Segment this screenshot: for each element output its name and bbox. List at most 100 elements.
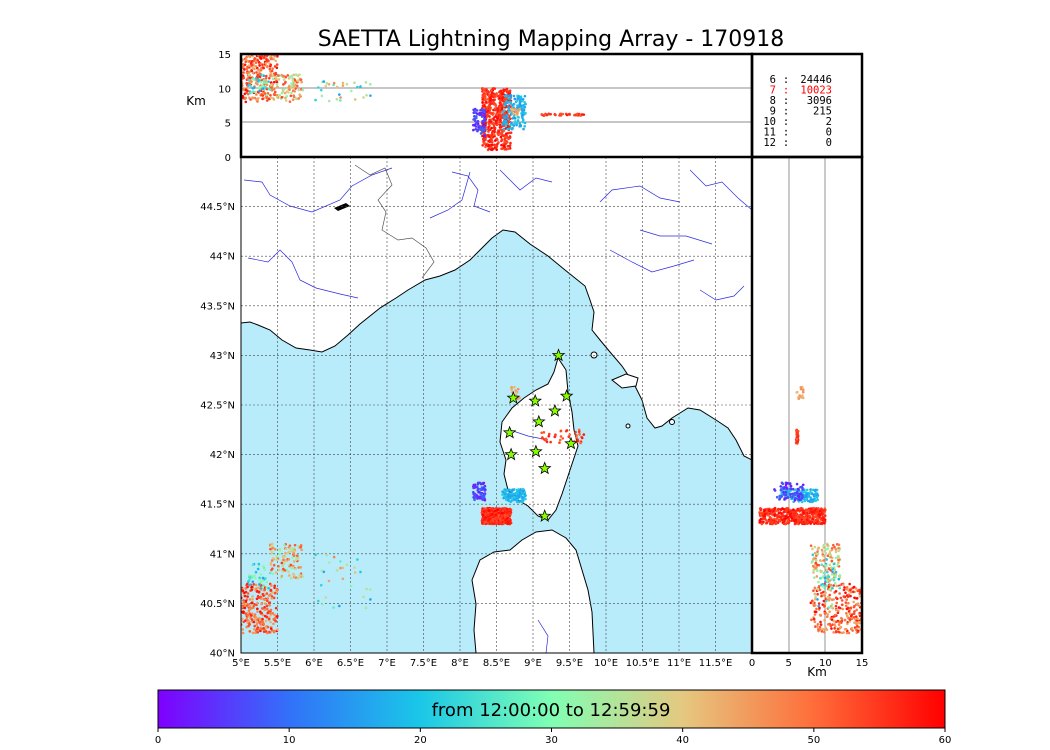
map-y-tick: 42°N bbox=[210, 450, 235, 461]
side-lightning-point bbox=[811, 601, 815, 605]
top-lightning-point bbox=[251, 71, 255, 75]
map-lightning-point bbox=[265, 592, 269, 595]
side-lightning-point bbox=[837, 549, 840, 553]
side-lightning-point bbox=[806, 518, 809, 521]
map-lightning-point bbox=[475, 495, 478, 499]
top-lightning-point bbox=[540, 112, 543, 116]
map-lightning-point bbox=[260, 611, 264, 615]
side-lightning-point bbox=[796, 507, 799, 511]
top-lightning-point bbox=[265, 58, 268, 61]
top-lightning-point bbox=[493, 102, 497, 106]
side-panel-frame bbox=[750, 155, 864, 655]
map-lightning-point bbox=[264, 619, 268, 623]
map-lightning-point bbox=[272, 596, 276, 600]
map-lightning-point bbox=[480, 519, 484, 522]
top-lightning-point bbox=[490, 148, 494, 152]
map-lightning-point bbox=[500, 511, 504, 515]
map-lightning-point bbox=[521, 488, 525, 491]
side-lightning-point bbox=[855, 602, 859, 606]
top-lightning-point bbox=[476, 128, 479, 132]
top-lightning-point bbox=[262, 79, 266, 82]
top-lightning-point bbox=[297, 88, 300, 92]
top-lightning-point bbox=[251, 90, 255, 93]
map-lightning-point bbox=[255, 621, 259, 624]
side-lightning-point bbox=[840, 631, 844, 635]
side-lightning-point bbox=[823, 604, 826, 608]
border-line bbox=[354, 164, 435, 279]
map-lightning-point bbox=[479, 488, 482, 491]
map-lightning-point bbox=[559, 429, 563, 433]
top-lightning-point bbox=[503, 119, 506, 123]
map-lightning-point bbox=[501, 493, 504, 496]
top-lightning-point bbox=[248, 70, 251, 74]
top-lightning-point bbox=[249, 91, 252, 95]
flash-count-value: 2 bbox=[826, 116, 832, 128]
side-lightning-point bbox=[812, 571, 815, 574]
map-lightning-point bbox=[487, 519, 490, 522]
map-lightning-point bbox=[273, 586, 276, 590]
side-lightning-point bbox=[809, 522, 813, 525]
map-x-tick: 9°E bbox=[524, 658, 542, 669]
map-lightning-point bbox=[518, 489, 521, 493]
map-lightning-point bbox=[294, 567, 298, 571]
side-lightning-point bbox=[845, 586, 849, 589]
top-lightning-point bbox=[509, 141, 512, 145]
side-lightning-point bbox=[820, 594, 823, 598]
side-lightning-point bbox=[829, 555, 833, 559]
map-y-tick: 44°N bbox=[210, 252, 235, 263]
top-lightning-point bbox=[495, 145, 499, 148]
side-lightning-point bbox=[806, 499, 810, 503]
map-lightning-point bbox=[487, 509, 491, 512]
map-lightning-point bbox=[582, 433, 586, 436]
top-lightning-point bbox=[515, 123, 518, 127]
top-lightning-point bbox=[487, 130, 490, 133]
side-lightning-point bbox=[825, 548, 829, 551]
top-lightning-point bbox=[256, 98, 259, 102]
top-lightning-point bbox=[491, 121, 495, 125]
map-lightning-point bbox=[332, 606, 335, 609]
map-lightning-point bbox=[332, 555, 336, 559]
side-lightning-point bbox=[823, 594, 827, 597]
top-lightning-point bbox=[491, 129, 495, 133]
side-lightning-point bbox=[801, 495, 804, 499]
top-lightning-point bbox=[514, 111, 517, 114]
map-lightning-point bbox=[561, 437, 565, 440]
top-lightning-point bbox=[487, 143, 491, 147]
map-lightning-point bbox=[473, 492, 477, 496]
station-star-icon bbox=[548, 403, 562, 417]
side-lightning-point bbox=[779, 488, 783, 491]
side-lightning-point bbox=[818, 520, 821, 524]
side-lightning-point bbox=[810, 488, 814, 492]
map-lightning-point bbox=[253, 613, 257, 616]
side-lightning-point bbox=[809, 544, 813, 547]
map-lightning-point bbox=[282, 567, 285, 571]
map-lightning-point bbox=[242, 599, 245, 602]
side-lightning-point bbox=[833, 568, 837, 572]
map-lightning-point bbox=[295, 554, 299, 557]
top-lightning-point bbox=[503, 94, 507, 98]
side-lightning-point bbox=[814, 558, 818, 562]
map-lightning-point bbox=[247, 578, 251, 582]
map-lightning-point bbox=[244, 599, 248, 603]
top-lightning-point bbox=[481, 144, 484, 147]
side-lightning-point bbox=[812, 576, 816, 579]
flash-count-separator: : bbox=[783, 95, 789, 107]
side-lightning-point bbox=[858, 611, 861, 615]
top-lightning-point bbox=[486, 105, 489, 109]
top-lightning-point bbox=[268, 67, 272, 71]
map-lightning-point bbox=[257, 596, 260, 600]
map-lightning-point bbox=[513, 385, 516, 389]
map-lightning-point bbox=[487, 513, 490, 517]
map-lightning-point bbox=[282, 558, 285, 562]
top-lightning-point bbox=[250, 69, 254, 73]
top-lightning-point bbox=[514, 120, 517, 123]
top-lightning-point bbox=[365, 93, 368, 97]
map-lightning-point bbox=[257, 562, 261, 566]
side-lightning-point bbox=[828, 597, 832, 600]
side-lightning-point bbox=[856, 589, 860, 593]
side-lightning-point bbox=[834, 589, 838, 593]
side-lightning-point bbox=[833, 613, 837, 617]
top-lightning-point bbox=[503, 135, 507, 139]
